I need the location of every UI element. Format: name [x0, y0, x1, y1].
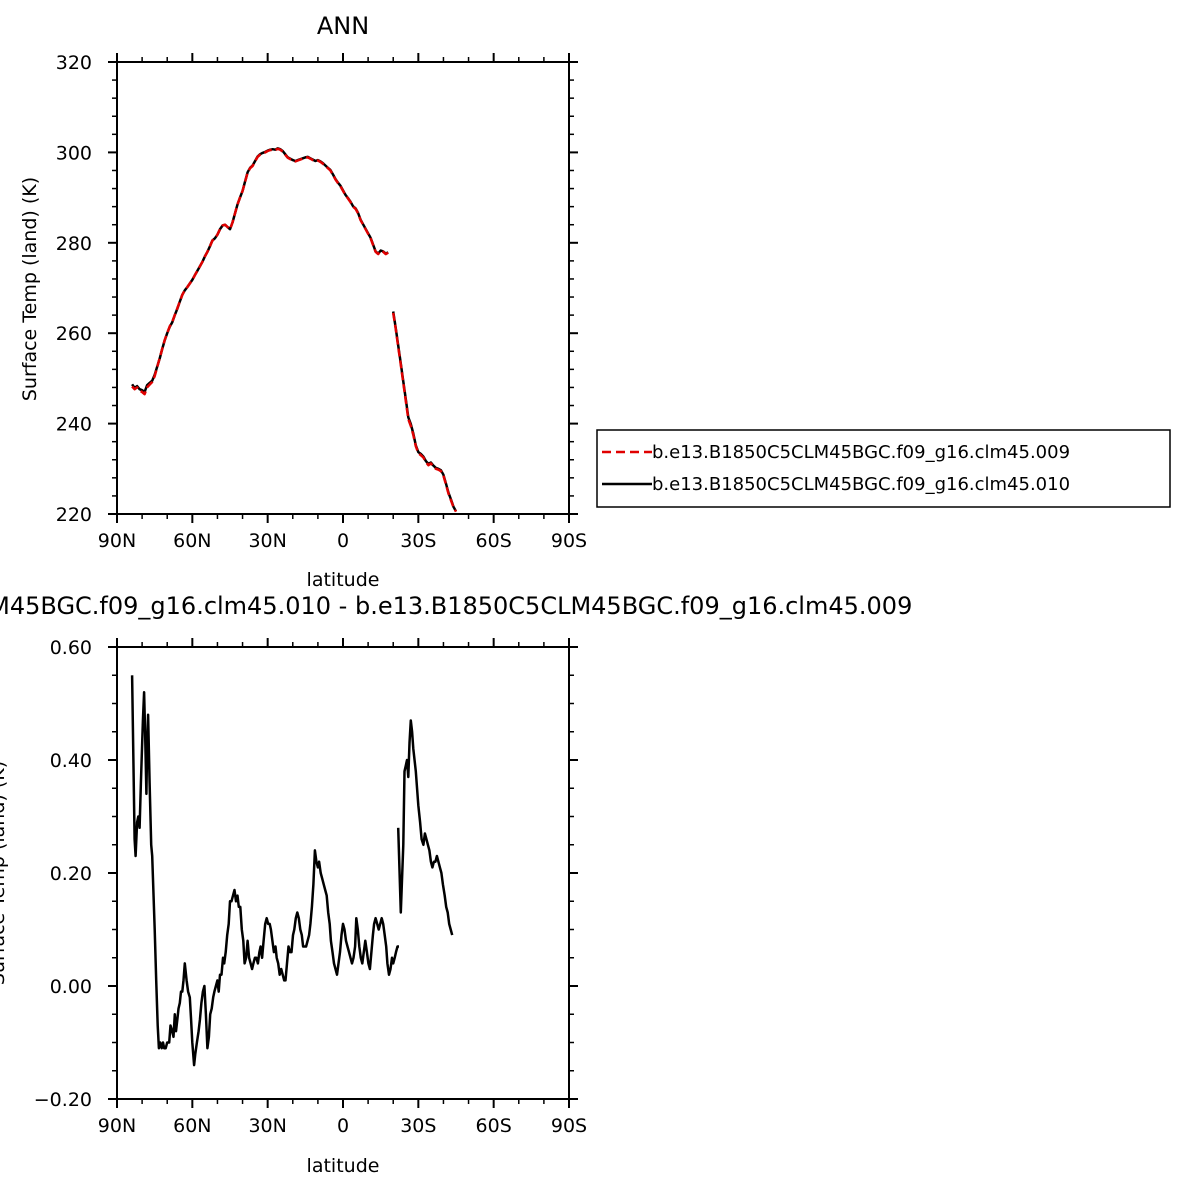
legend-box — [596, 429, 1171, 508]
x-tick-label-top: 0 — [337, 530, 349, 552]
series-line-bottom-0-seg1 — [396, 719, 454, 936]
y-tick-label-top: 260 — [56, 323, 92, 345]
series-line-top-1-seg0 — [131, 147, 389, 394]
plot-frame-top — [116, 61, 570, 515]
x-tick-label-bottom: 30N — [248, 1115, 286, 1137]
series-line-top-0-seg0 — [131, 147, 389, 396]
x-tick-label-bottom: 30S — [400, 1115, 436, 1137]
legend-label-010: b.e13.B1850C5CLM45BGC.f09_g16.clm45.010 — [652, 474, 1070, 495]
x-tick-label-bottom: 90N — [98, 1115, 136, 1137]
series-group-bottom — [130, 675, 454, 1067]
legend-label-009: b.e13.B1850C5CLM45BGC.f09_g16.clm45.009 — [652, 442, 1070, 463]
x-tick-label-top: 90S — [551, 530, 587, 552]
tick-group-bottom: 90N 60N 30N 0 30S 60S 90S −0.20 0.00 0.20 0.40 0.60 — [34, 637, 587, 1137]
x-tick-label-top: 60N — [173, 530, 211, 552]
chart-title-top: ANN — [317, 12, 369, 40]
y-tick-label-top: 240 — [56, 414, 92, 436]
y-tick-label-bottom: 0.20 — [50, 863, 92, 885]
series-line-top-0-seg1 — [391, 312, 458, 513]
y-axis-label-bottom: Surface Temp (land) (K) — [0, 761, 9, 985]
y-tick-label-top: 220 — [56, 504, 92, 526]
y-tick-label-bottom: 0.40 — [50, 750, 92, 772]
panel-bottom: b.e13.B1850C5CLM45BGC.f09_g16.clm45.010 … — [0, 592, 912, 1177]
y-tick-label-bottom: 0.60 — [50, 637, 92, 659]
tick-group-top: 90N 60N 30N 0 30S 60S 90S 220 240 260 280 300 320 — [56, 52, 587, 552]
x-tick-label-bottom: 60S — [476, 1115, 512, 1137]
x-tick-label-top: 30S — [400, 530, 436, 552]
chart-title-bottom: b.e13.B1850C5CLM45BGC.f09_g16.clm45.010 … — [0, 592, 912, 620]
y-tick-label-top: 300 — [56, 142, 92, 164]
x-tick-label-top: 90N — [98, 530, 136, 552]
y-tick-label-bottom: 0.00 — [50, 976, 92, 998]
x-tick-label-bottom: 60N — [173, 1115, 211, 1137]
x-axis-label-top: latitude — [307, 569, 380, 591]
y-tick-label-bottom: −0.20 — [34, 1089, 92, 1111]
series-group-top — [131, 147, 458, 513]
x-tick-label-top: 60S — [476, 530, 512, 552]
y-tick-label-top: 280 — [56, 233, 92, 255]
panel-top: ANN latitude Surface Temp (land) (K) 90N… — [19, 12, 587, 591]
legend: b.e13.B1850C5CLM45BGC.f09_g16.clm45.009 … — [596, 429, 1171, 508]
x-tick-label-bottom: 0 — [337, 1115, 349, 1137]
series-line-top-1-seg1 — [391, 311, 458, 512]
x-tick-label-top: 30N — [248, 530, 286, 552]
series-line-bottom-0-seg0 — [130, 675, 399, 1067]
y-axis-label-top: Surface Temp (land) (K) — [19, 177, 41, 401]
y-tick-label-top: 320 — [56, 52, 92, 74]
x-axis-label-bottom: latitude — [307, 1155, 380, 1177]
plot-frame-bottom — [116, 646, 570, 1100]
x-tick-label-bottom: 90S — [551, 1115, 587, 1137]
